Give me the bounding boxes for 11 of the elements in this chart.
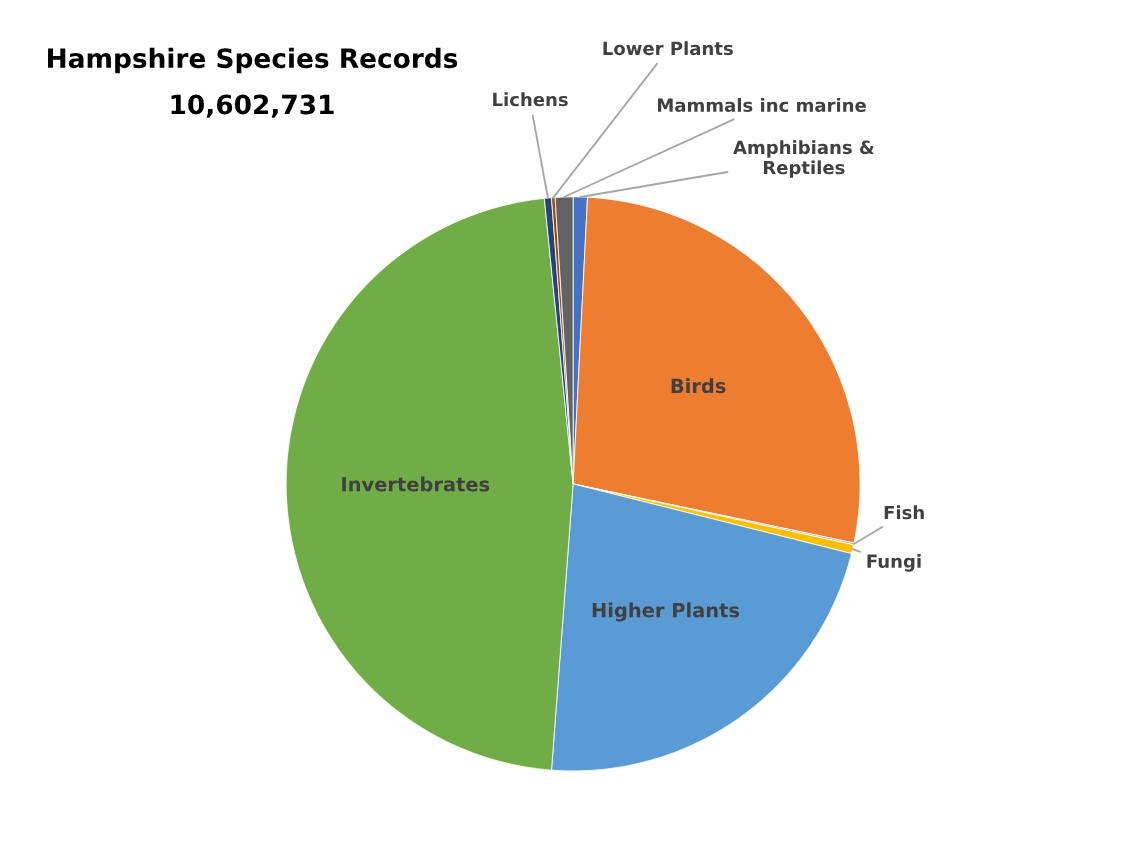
slice-label: Fungi xyxy=(867,554,921,572)
slice-label: Lower Plants xyxy=(603,41,733,56)
slice-label: Amphibians & Reptiles xyxy=(733,140,874,178)
slice-label: Invertebrates xyxy=(342,476,490,492)
slice-label: Birds xyxy=(671,378,726,394)
text: 10,602,731 xyxy=(171,94,334,118)
slice-label: Lichens xyxy=(493,92,568,107)
slice-label: Mammals inc marine xyxy=(658,98,866,113)
slice-label: Fish xyxy=(884,505,924,520)
slice-label: Higher Plants xyxy=(592,602,740,622)
chart-title: Hampshire Species Records xyxy=(48,47,458,74)
